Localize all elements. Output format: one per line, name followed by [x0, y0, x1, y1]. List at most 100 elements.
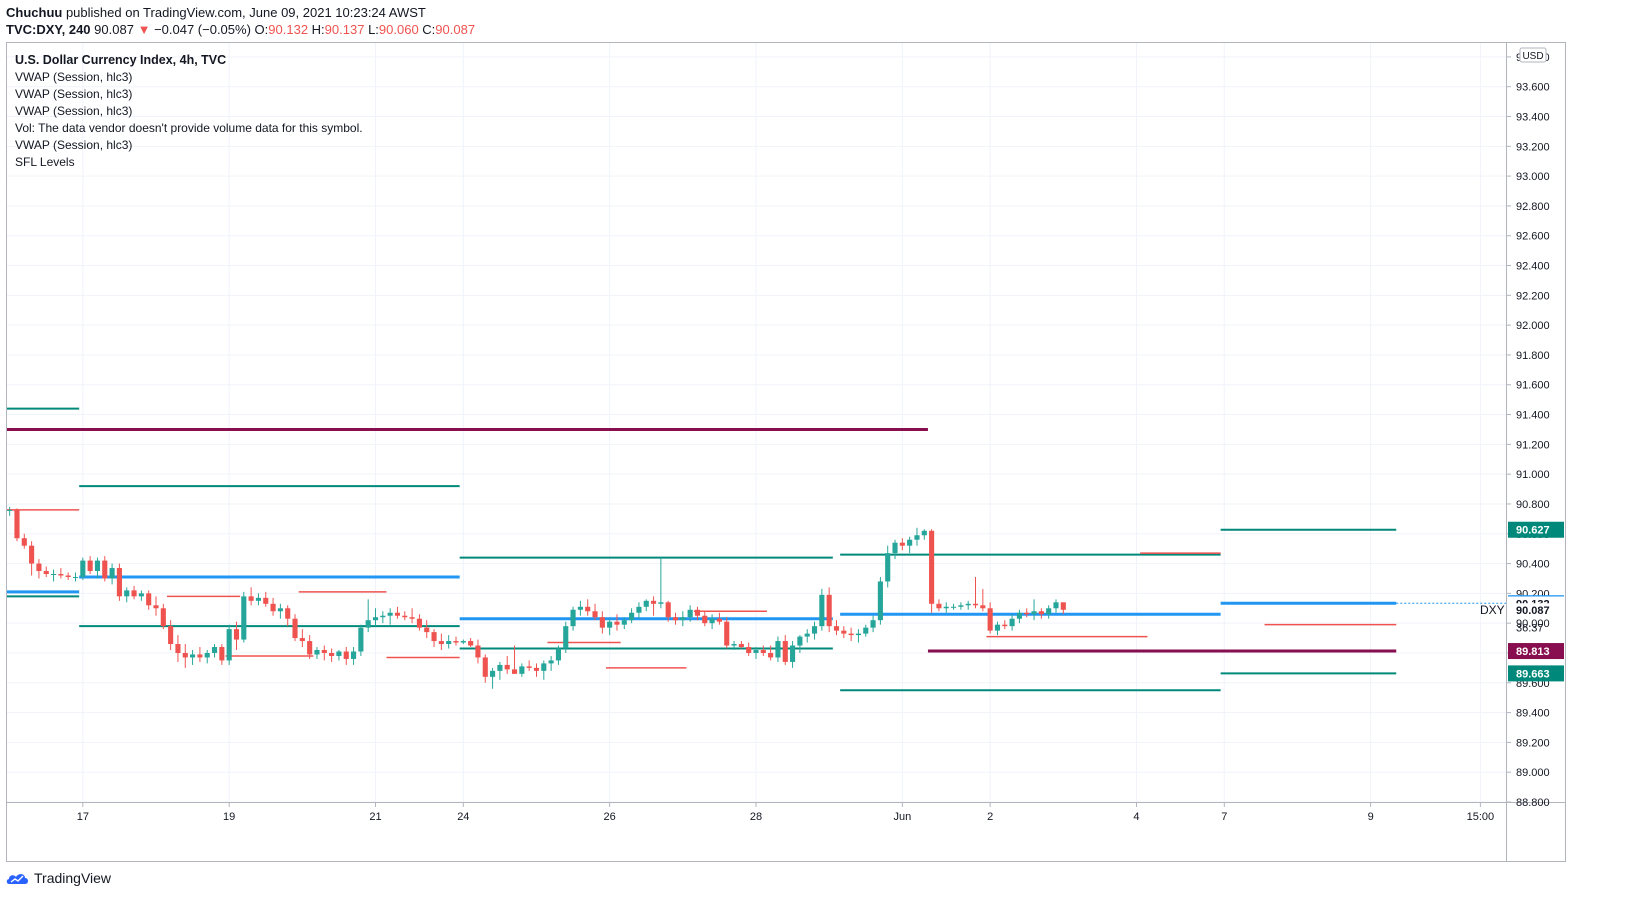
legend-line[interactable]: Vol: The data vendor doesn't provide vol…: [15, 121, 363, 135]
x-tick-label: 2: [987, 811, 993, 823]
price-badge-label: 89.813: [1516, 646, 1550, 658]
candle-body: [899, 542, 905, 546]
candle-body: [211, 647, 218, 653]
x-tick-label: 15:00: [1467, 811, 1495, 823]
candle-body: [14, 509, 20, 539]
candle-body: [285, 608, 291, 619]
candle-body: [402, 615, 408, 618]
x-tick-label: 17: [77, 811, 89, 823]
price-badge: [1508, 603, 1564, 618]
candle-body: [914, 535, 920, 540]
x-tick-label: 19: [223, 811, 235, 823]
y-tick-label: 91.800: [1516, 350, 1550, 362]
candle-body: [380, 615, 386, 618]
candle-body: [782, 641, 788, 662]
candle-body: [387, 612, 393, 616]
candle-body: [585, 606, 591, 612]
candle-body: [490, 670, 496, 677]
chart-axes: 88.80089.00089.20089.40089.60089.80090.0…: [6, 42, 1566, 862]
candle-body: [226, 629, 232, 661]
candle-body: [168, 626, 174, 645]
candle-body: [746, 647, 752, 653]
chart-title[interactable]: U.S. Dollar Currency Index, 4h, TVC: [15, 53, 227, 67]
price-chart[interactable]: 88.80089.00089.20089.40089.60089.80090.0…: [6, 42, 1566, 862]
candle-body: [797, 636, 803, 646]
candle-body: [811, 626, 818, 634]
candle-body: [131, 590, 137, 597]
candle-body: [958, 605, 964, 607]
candle-body: [760, 650, 766, 653]
candle-body: [548, 660, 554, 664]
price-change: −0.047 (−0.05%): [154, 22, 251, 37]
candle-body: [1009, 618, 1015, 627]
candle-body: [482, 657, 488, 677]
x-tick-label: 21: [369, 811, 381, 823]
close-label: C:: [422, 22, 436, 37]
candle-body: [563, 626, 569, 649]
candle-body: [329, 652, 335, 656]
candle-body: [255, 597, 261, 601]
publish-info: Chuchuu published on TradingView.com, Ju…: [6, 5, 426, 20]
candle-body: [197, 654, 203, 658]
candle-body: [351, 651, 357, 659]
candle-body: [190, 654, 196, 658]
candle-body: [438, 641, 444, 645]
candle-body: [841, 630, 847, 634]
legend-line[interactable]: VWAP (Session, hlc3): [15, 70, 133, 84]
y-tick-label: 92.200: [1516, 290, 1550, 302]
high-value: 90.137: [324, 22, 365, 37]
candle-body: [936, 603, 942, 609]
candle-body: [138, 593, 144, 597]
candle-body: [394, 612, 401, 616]
candle-body: [768, 652, 774, 658]
candle-body: [431, 632, 437, 642]
candle-body: [804, 633, 810, 637]
candle-body: [599, 617, 605, 628]
candle-body: [921, 530, 927, 536]
candle-body: [124, 590, 130, 597]
candle-body: [497, 664, 503, 671]
candle-body: [709, 618, 715, 624]
y-tick-label: 92.000: [1516, 320, 1550, 332]
candle-body: [270, 603, 276, 612]
y-tick-label: 88.800: [1516, 797, 1550, 809]
x-tick-label: 28: [750, 811, 762, 823]
candle-body: [453, 641, 459, 643]
candle-body: [1053, 602, 1059, 609]
candle-body: [607, 621, 613, 628]
candle-body: [58, 574, 64, 576]
candle-body: [358, 627, 364, 652]
tradingview-footer[interactable]: TradingView: [6, 870, 111, 886]
legend-line[interactable]: VWAP (Session, hlc3): [15, 87, 133, 101]
candle-body: [592, 611, 598, 618]
candle-body: [672, 617, 679, 621]
candles: [7, 506, 1066, 689]
legend-line[interactable]: VWAP (Session, hlc3): [15, 138, 133, 152]
candle-body: [855, 633, 861, 636]
price-badge: [1508, 665, 1564, 682]
candle-body: [826, 594, 832, 627]
candle-body: [943, 606, 949, 609]
candle-body: [233, 629, 240, 640]
candle-body: [994, 624, 1001, 631]
legend-line[interactable]: SFL Levels: [15, 155, 75, 169]
candle-body: [292, 618, 298, 639]
down-arrow-icon: ▼: [137, 22, 151, 37]
candle-body: [416, 618, 422, 628]
candle-body: [819, 594, 825, 627]
legend-line[interactable]: VWAP (Session, hlc3): [15, 104, 133, 118]
candle-body: [753, 650, 759, 653]
candle-body: [1016, 612, 1022, 619]
candle-body: [833, 626, 840, 631]
candle-body: [614, 621, 620, 625]
candle-body: [409, 617, 415, 619]
y-tick-label: 91.200: [1516, 439, 1550, 451]
candle-body: [680, 617, 686, 621]
candle-body: [1024, 612, 1030, 615]
candle-body: [299, 638, 305, 642]
low-value: 90.060: [378, 22, 419, 37]
candle-body: [336, 651, 342, 656]
candle-body: [907, 539, 913, 546]
y-tick-label: 93.000: [1516, 171, 1550, 183]
candle-body: [643, 600, 649, 607]
